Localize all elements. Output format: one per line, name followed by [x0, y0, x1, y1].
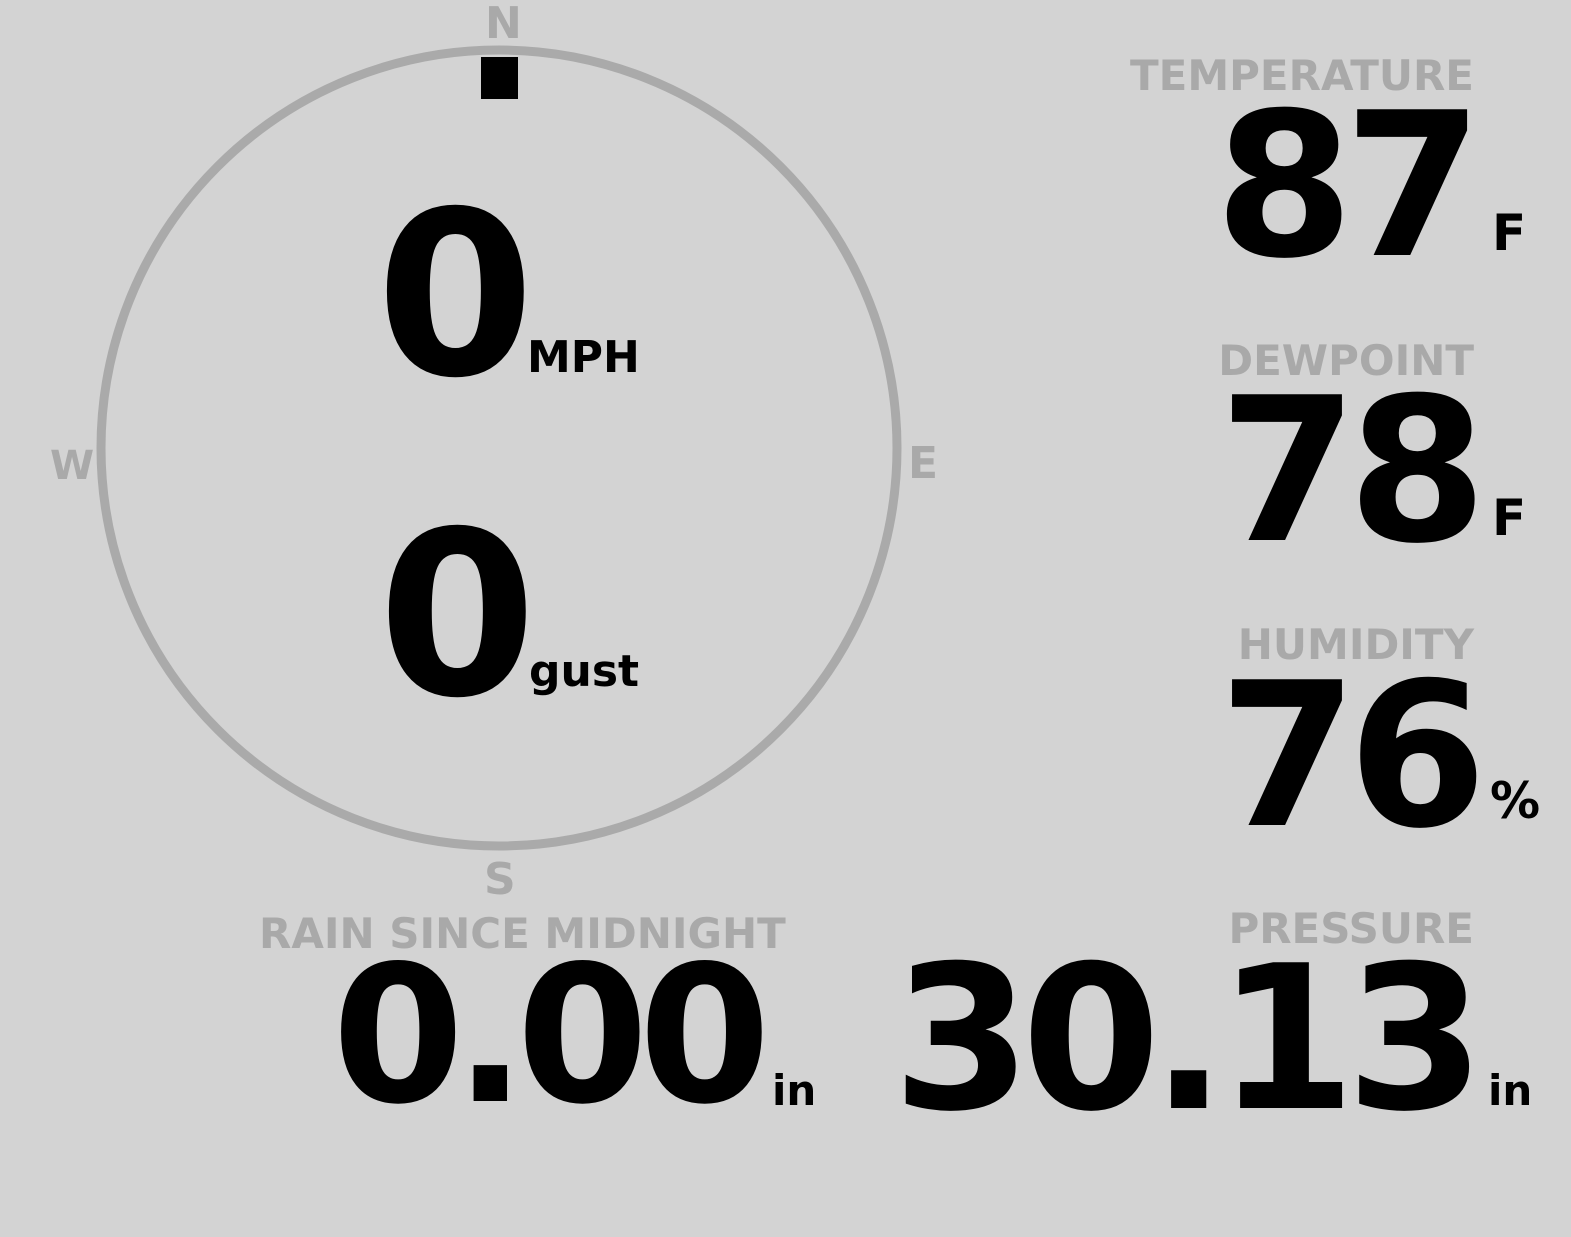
wind-speed-unit: MPH: [527, 332, 640, 383]
pressure-label: PRESSURE: [1228, 904, 1474, 953]
compass-west: W: [50, 443, 95, 489]
wind-gust-unit: gust: [529, 646, 640, 697]
humidity-label: HUMIDITY: [1237, 620, 1474, 669]
rain-value: 0.00: [332, 925, 771, 1146]
temperature-unit: F: [1492, 204, 1527, 262]
temperature-value: 87: [1214, 70, 1483, 303]
dewpoint-value: 78: [1218, 355, 1487, 588]
dewpoint-unit: F: [1492, 489, 1527, 547]
wind-compass: [96, 45, 902, 851]
humidity-unit: %: [1490, 772, 1541, 830]
compass-east: E: [908, 438, 939, 489]
rain-unit: in: [772, 1066, 817, 1115]
wind-speed-value: 0: [376, 162, 535, 428]
compass-north: N: [485, 0, 522, 49]
humidity-value: 76: [1218, 640, 1487, 873]
temperature-label: TEMPERATURE: [1130, 51, 1474, 100]
wind-gust-value: 0: [378, 482, 537, 748]
pressure-unit: in: [1488, 1066, 1533, 1115]
compass-ring: [96, 45, 902, 851]
dewpoint-label: DEWPOINT: [1218, 336, 1474, 385]
rain-label: RAIN SINCE MIDNIGHT: [259, 909, 786, 958]
pressure-value: 30.13: [892, 923, 1485, 1156]
wind-direction-marker: [481, 57, 518, 99]
compass-south: S: [484, 854, 516, 905]
